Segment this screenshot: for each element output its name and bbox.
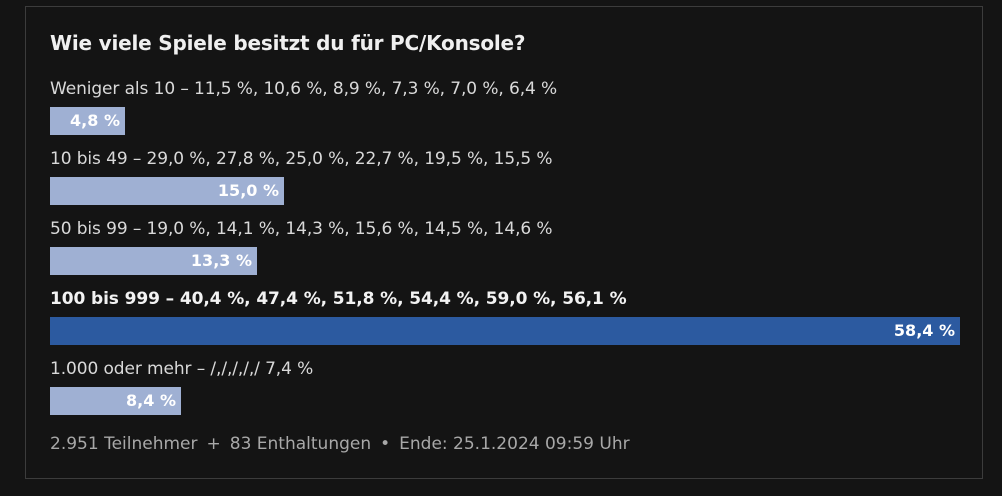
poll-option: 1.000 oder mehr – /,/,/,/,/ 7,4 % 8,4 % (50, 357, 962, 415)
abstentions-count: 83 Enthaltungen (229, 434, 372, 454)
poll-bar-value: 4,8 % (70, 111, 120, 130)
participants-count: 2.951 Teilnehmer (50, 434, 198, 454)
poll-option: 10 bis 49 – 29,0 %, 27,8 %, 25,0 %, 22,7… (50, 147, 962, 205)
poll-bar-track: 58,4 % (50, 317, 962, 345)
poll-bar-track: 15,0 % (50, 177, 962, 205)
poll-bar (50, 387, 181, 415)
poll-footer: 2.951 Teilnehmer +83 Enthaltungen • Ende: 2… (50, 434, 630, 454)
poll-bar-track: 8,4 % (50, 387, 962, 415)
poll-card: Wie viele Spiele besitzt du für PC/Konso… (25, 6, 983, 479)
poll-option-label: Weniger als 10 – 11,5 %, 10,6 %, 8,9 %, … (50, 79, 558, 99)
poll-option-label: 50 bis 99 – 19,0 %, 14,1 %, 14,3 %, 15,6… (50, 219, 553, 239)
poll-option-label: 100 bis 999 – 40,4 %, 47,4 %, 51,8 %, 54… (50, 289, 627, 309)
poll-bar (50, 107, 125, 135)
poll-option-label: 10 bis 49 – 29,0 %, 27,8 %, 25,0 %, 22,7… (50, 149, 553, 169)
poll-bar-value: 15,0 % (217, 181, 279, 200)
poll-bar-value: 58,4 % (893, 321, 955, 340)
poll-bar-value: 8,4 % (126, 391, 176, 410)
poll-bar-track: 13,3 % (50, 247, 962, 275)
poll-title: Wie viele Spiele besitzt du für PC/Konso… (50, 31, 526, 55)
poll-option-label: 1.000 oder mehr – /,/,/,/,/ 7,4 % (50, 359, 314, 379)
plus-separator: + (206, 434, 221, 454)
poll-bar-track: 4,8 % (50, 107, 962, 135)
poll-end-date: Ende: 25.1.2024 09:59 Uhr (399, 434, 630, 454)
poll-bar-value: 13,3 % (190, 251, 252, 270)
poll-option: 50 bis 99 – 19,0 %, 14,1 %, 14,3 %, 15,6… (50, 217, 962, 275)
poll-bar (50, 177, 284, 205)
poll-bar (50, 317, 960, 345)
poll-option: Weniger als 10 – 11,5 %, 10,6 %, 8,9 %, … (50, 77, 962, 135)
poll-bar (50, 247, 257, 275)
dot-separator: • (380, 434, 391, 454)
poll-option: 100 bis 999 – 40,4 %, 47,4 %, 51,8 %, 54… (50, 287, 962, 345)
